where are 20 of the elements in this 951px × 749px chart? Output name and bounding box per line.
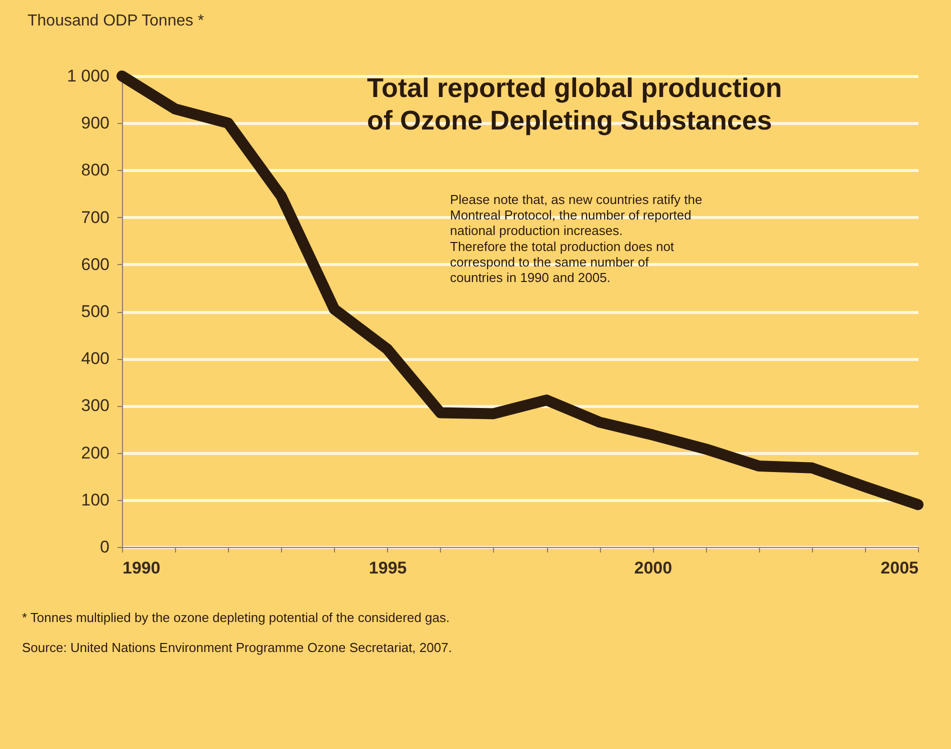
x-tick-label: 2000 <box>634 558 672 578</box>
y-tick-label: 200 <box>81 443 110 462</box>
y-tick-label: 800 <box>81 160 110 180</box>
y-tick-label: 0 <box>100 538 110 556</box>
y-axis-title: Thousand ODP Tonnes * <box>28 12 204 30</box>
text: Total reported global production of Ozone Depleting Substances <box>367 73 782 136</box>
text: * Tonnes multiplied by the ozone depleting potential of the considered gas. <box>22 610 450 625</box>
y-tick-label: 1 000 <box>66 66 110 86</box>
y-tick-label: 700 <box>81 208 110 227</box>
annotation: Please note that, as new countries ratify the Montreal Protocol, the number of reported national production increases. Therefore the total production does not correspond to the same number of countries in 1990 and 2005. <box>450 192 702 285</box>
y-tick-label: 900 <box>81 114 110 133</box>
x-tick-label: 1995 <box>368 558 407 578</box>
y-tick-label: 100 <box>81 490 110 510</box>
y-tick-label: 300 <box>81 396 110 416</box>
y-tick-label: 500 <box>81 302 110 321</box>
x-tick-label: 2005 <box>880 558 918 578</box>
x-tick-label: 1990 <box>122 558 160 578</box>
y-tick-label: 600 <box>81 254 110 274</box>
source-note: Source: United Nations Environment Programme Ozone Secretariat, 2007. <box>22 640 452 655</box>
y-tick-label: 400 <box>81 349 110 368</box>
